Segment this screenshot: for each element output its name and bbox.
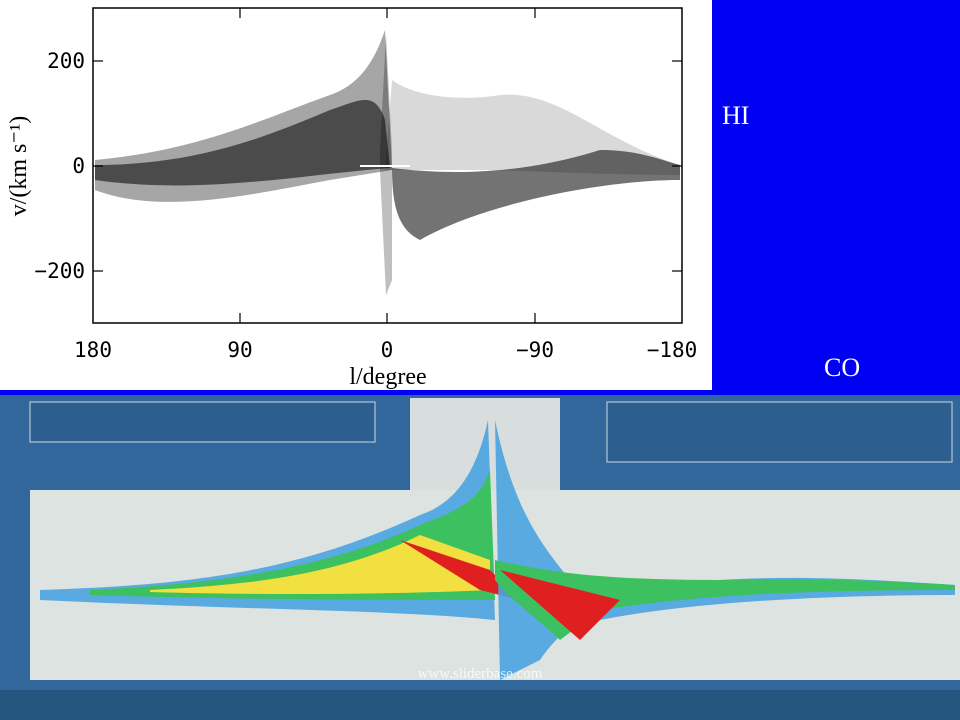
y-tick-label: 200 [47,49,85,73]
x-tick-label: −180 [647,338,698,362]
hi-panel [0,0,712,390]
x-tick-label: 0 [381,338,394,362]
y-tick-label: 0 [72,154,85,178]
x-tick-label: 90 [227,338,252,362]
y-axis-label: v/(km s⁻¹) [6,116,32,217]
co-image [0,395,960,720]
tick-marks [93,8,682,323]
co-label: CO [824,353,860,382]
watermark: www.sliderbase.com [418,666,543,682]
x-axis-label: l/degree [349,364,426,390]
y-tick-label: −200 [34,259,85,283]
x-tick-label: 180 [74,338,112,362]
hi-label: HI [722,101,749,130]
x-tick-label: −90 [516,338,554,362]
hi-density [95,30,680,295]
